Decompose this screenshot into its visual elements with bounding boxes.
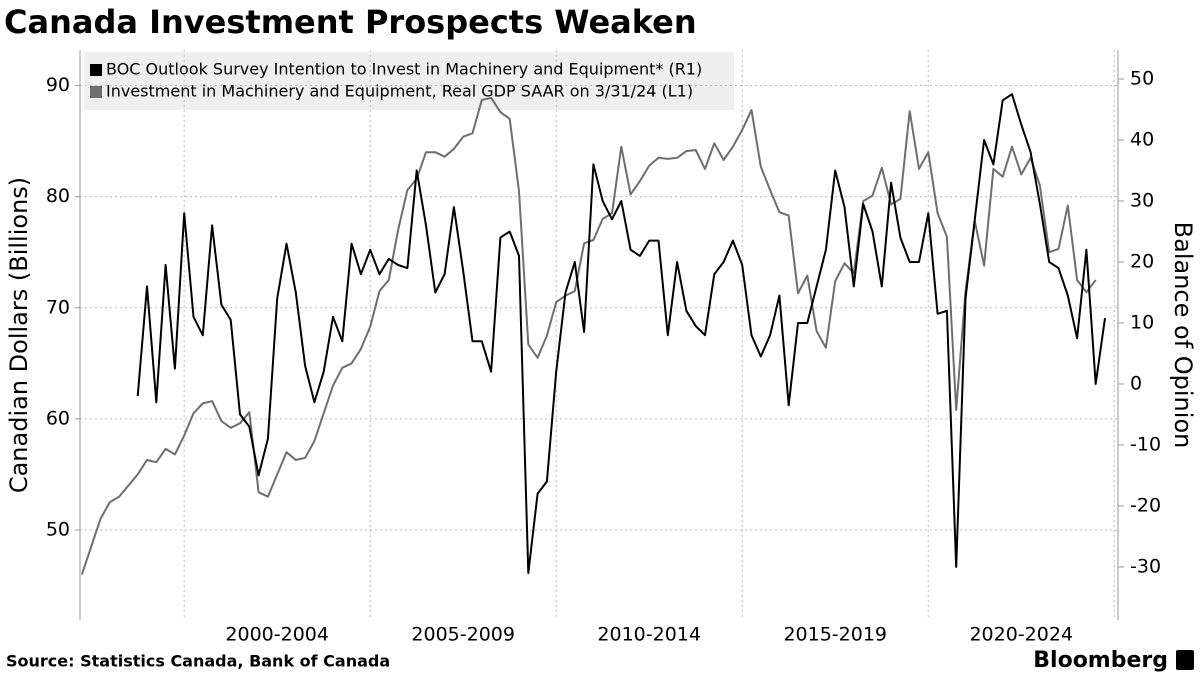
- x-tick-label: 2020-2024: [969, 624, 1073, 646]
- y-tick-label: 80: [46, 185, 70, 207]
- legend-label: BOC Outlook Survey Intention to Invest i…: [106, 60, 702, 79]
- y2-tick-label: 30: [1130, 189, 1154, 211]
- chart-title: Canada Investment Prospects Weaken: [4, 3, 697, 41]
- y2-axis-title: Balance of Opinion: [1169, 222, 1197, 449]
- brand: Bloomberg: [1033, 648, 1168, 673]
- y-tick-label: 90: [46, 74, 70, 96]
- series-line: [80, 96, 1097, 575]
- y2-tick-label: 50: [1130, 67, 1154, 89]
- y2-tick-label: -10: [1130, 433, 1161, 455]
- y-tick-label: 70: [46, 296, 70, 318]
- legend-box: [84, 52, 734, 110]
- y2-tick-label: 0: [1130, 372, 1142, 394]
- y2-tick-label: 10: [1130, 311, 1154, 333]
- brand-icon: [1176, 650, 1194, 670]
- legend-label: Investment in Machinery and Equipment, R…: [106, 82, 693, 101]
- y2-tick-label: 40: [1130, 128, 1154, 150]
- x-tick-label: 2010-2014: [597, 624, 701, 646]
- y2-tick-label: 20: [1130, 250, 1154, 272]
- x-tick-label: 2015-2019: [783, 624, 887, 646]
- series-line: [136, 93, 1106, 574]
- legend-swatch: [90, 86, 102, 98]
- y2-tick-label: -20: [1130, 494, 1161, 516]
- legend-swatch: [90, 64, 102, 76]
- y-tick-label: 50: [46, 519, 70, 541]
- source: Source: Statistics Canada, Bank of Canad…: [6, 652, 390, 671]
- y-tick-label: 60: [46, 407, 70, 429]
- y-axis-title: Canadian Dollars (Billions): [5, 177, 33, 493]
- x-tick-label: 2000-2004: [225, 624, 329, 646]
- y2-tick-label: -30: [1130, 555, 1161, 577]
- x-tick-label: 2005-2009: [411, 624, 515, 646]
